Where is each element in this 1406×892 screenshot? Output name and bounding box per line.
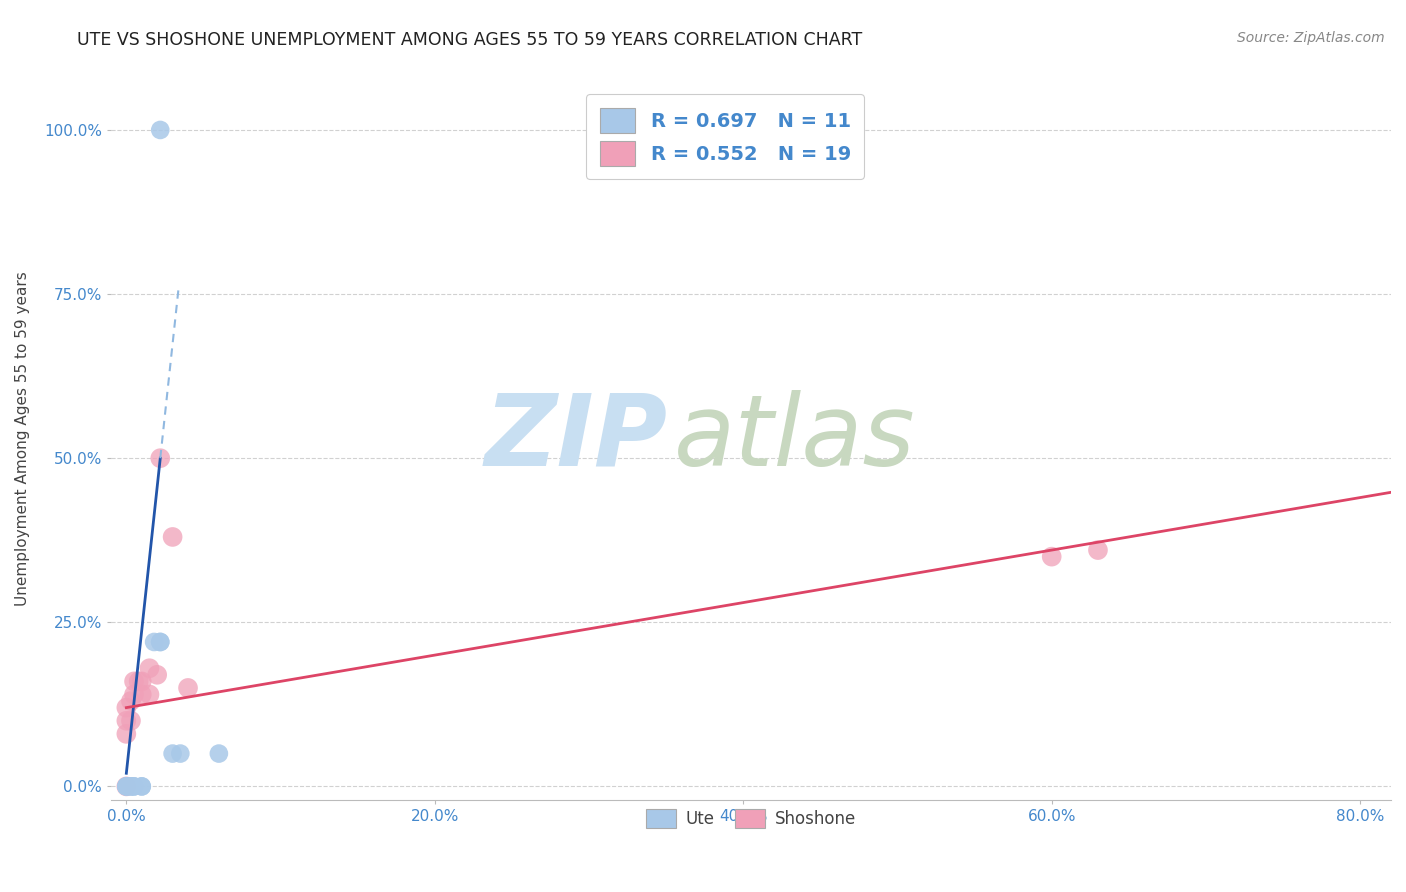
Point: [149, 451, 172, 466]
Point: [208, 747, 231, 761]
Point: [128, 674, 150, 689]
Point: [169, 747, 191, 761]
Point: [143, 635, 166, 649]
Point: [149, 123, 172, 137]
Point: [120, 694, 142, 708]
Point: [131, 780, 153, 794]
Point: [115, 780, 138, 794]
Point: [120, 780, 142, 794]
Point: [177, 681, 200, 695]
Point: [122, 674, 145, 689]
Point: [1087, 543, 1109, 558]
Point: [149, 635, 172, 649]
Point: [131, 674, 153, 689]
Point: [115, 727, 138, 741]
Point: [1040, 549, 1063, 564]
Point: [120, 780, 142, 794]
Point: [115, 714, 138, 728]
Legend: Ute, Shoshone: Ute, Shoshone: [640, 802, 863, 835]
Point: [115, 780, 138, 794]
Point: [146, 668, 169, 682]
Text: Source: ZipAtlas.com: Source: ZipAtlas.com: [1237, 31, 1385, 45]
Point: [162, 747, 184, 761]
Point: [131, 688, 153, 702]
Text: ZIP: ZIP: [485, 390, 668, 487]
Point: [115, 780, 138, 794]
Point: [149, 635, 172, 649]
Point: [122, 780, 145, 794]
Point: [138, 661, 160, 675]
Point: [122, 780, 145, 794]
Text: UTE VS SHOSHONE UNEMPLOYMENT AMONG AGES 55 TO 59 YEARS CORRELATION CHART: UTE VS SHOSHONE UNEMPLOYMENT AMONG AGES …: [77, 31, 862, 49]
Point: [122, 688, 145, 702]
Point: [131, 780, 153, 794]
Y-axis label: Unemployment Among Ages 55 to 59 years: Unemployment Among Ages 55 to 59 years: [15, 271, 30, 606]
Point: [115, 700, 138, 714]
Point: [120, 714, 142, 728]
Point: [162, 530, 184, 544]
Text: atlas: atlas: [673, 390, 915, 487]
Point: [138, 688, 160, 702]
Point: [115, 780, 138, 794]
